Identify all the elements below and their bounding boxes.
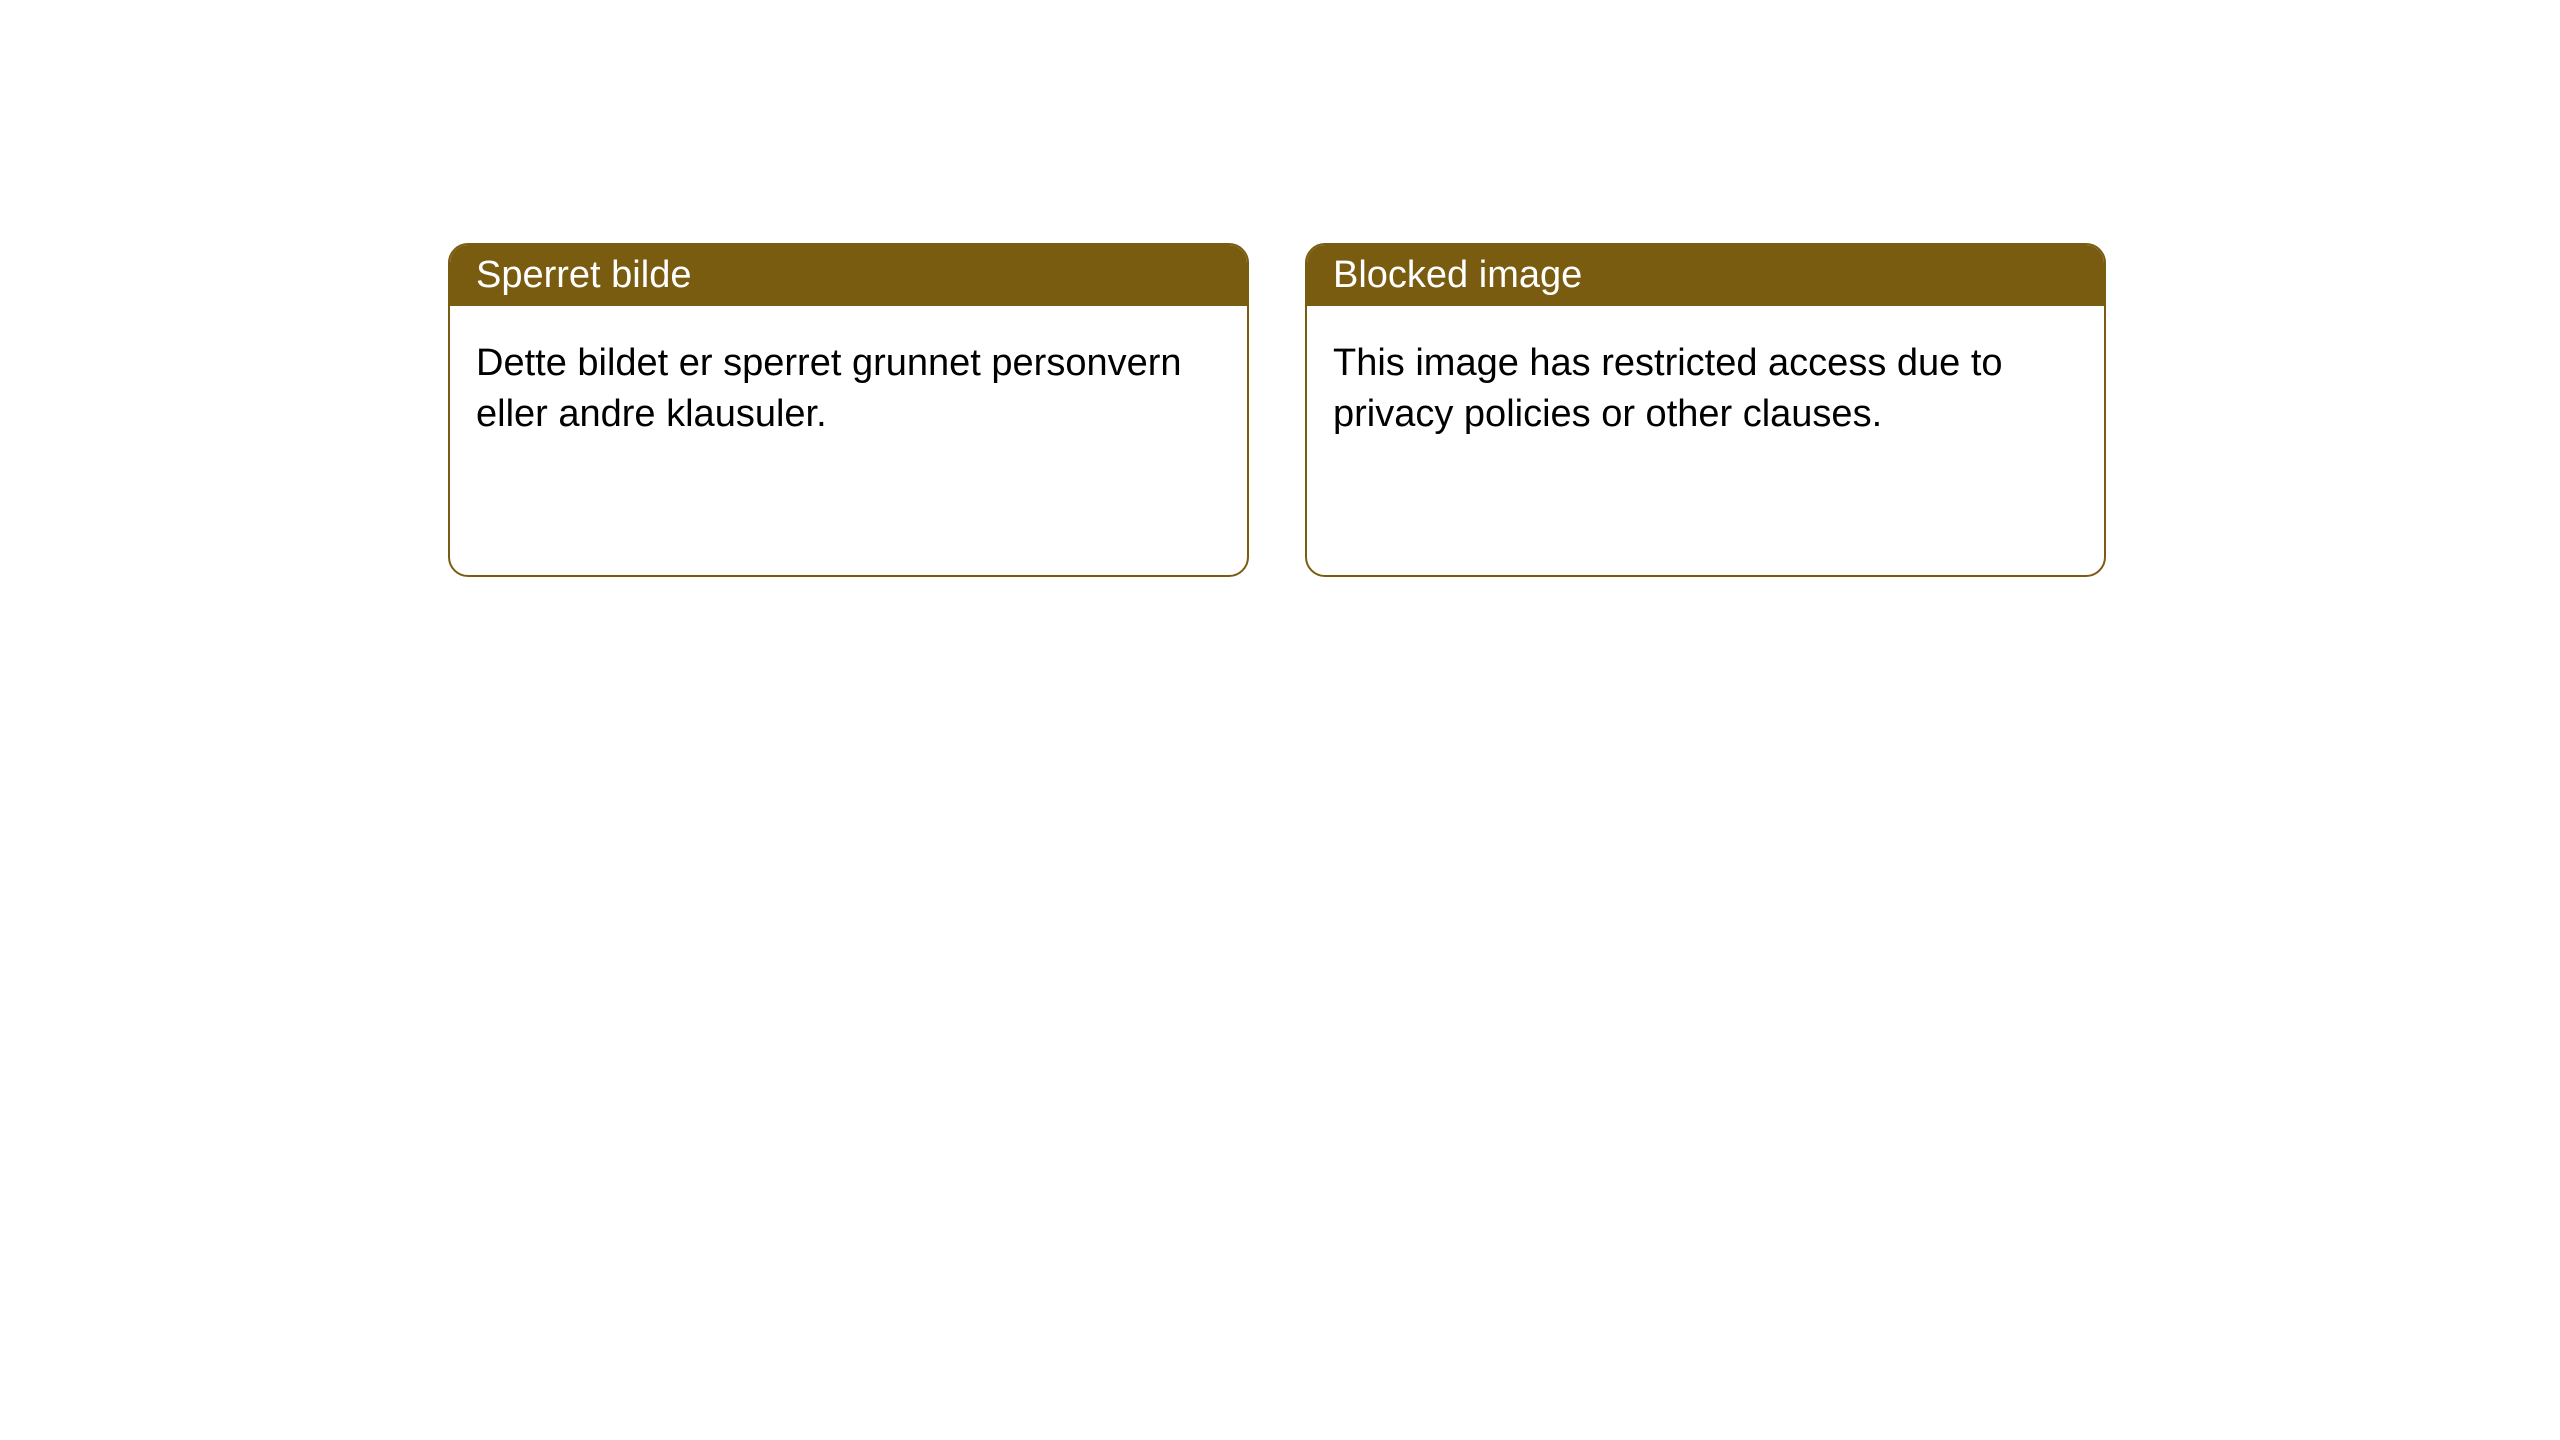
card-body-text: This image has restricted access due to … xyxy=(1333,342,2003,435)
card-body: This image has restricted access due to … xyxy=(1307,306,2104,473)
card-title: Sperret bilde xyxy=(476,254,691,297)
blocked-image-card-norwegian: Sperret bilde Dette bildet er sperret gr… xyxy=(448,243,1249,577)
card-title: Blocked image xyxy=(1333,254,1582,297)
card-body: Dette bildet er sperret grunnet personve… xyxy=(450,306,1247,473)
blocked-image-card-english: Blocked image This image has restricted … xyxy=(1305,243,2106,577)
card-header: Sperret bilde xyxy=(450,245,1247,306)
card-body-text: Dette bildet er sperret grunnet personve… xyxy=(476,342,1182,435)
notice-container: Sperret bilde Dette bildet er sperret gr… xyxy=(0,0,2560,577)
card-header: Blocked image xyxy=(1307,245,2104,306)
